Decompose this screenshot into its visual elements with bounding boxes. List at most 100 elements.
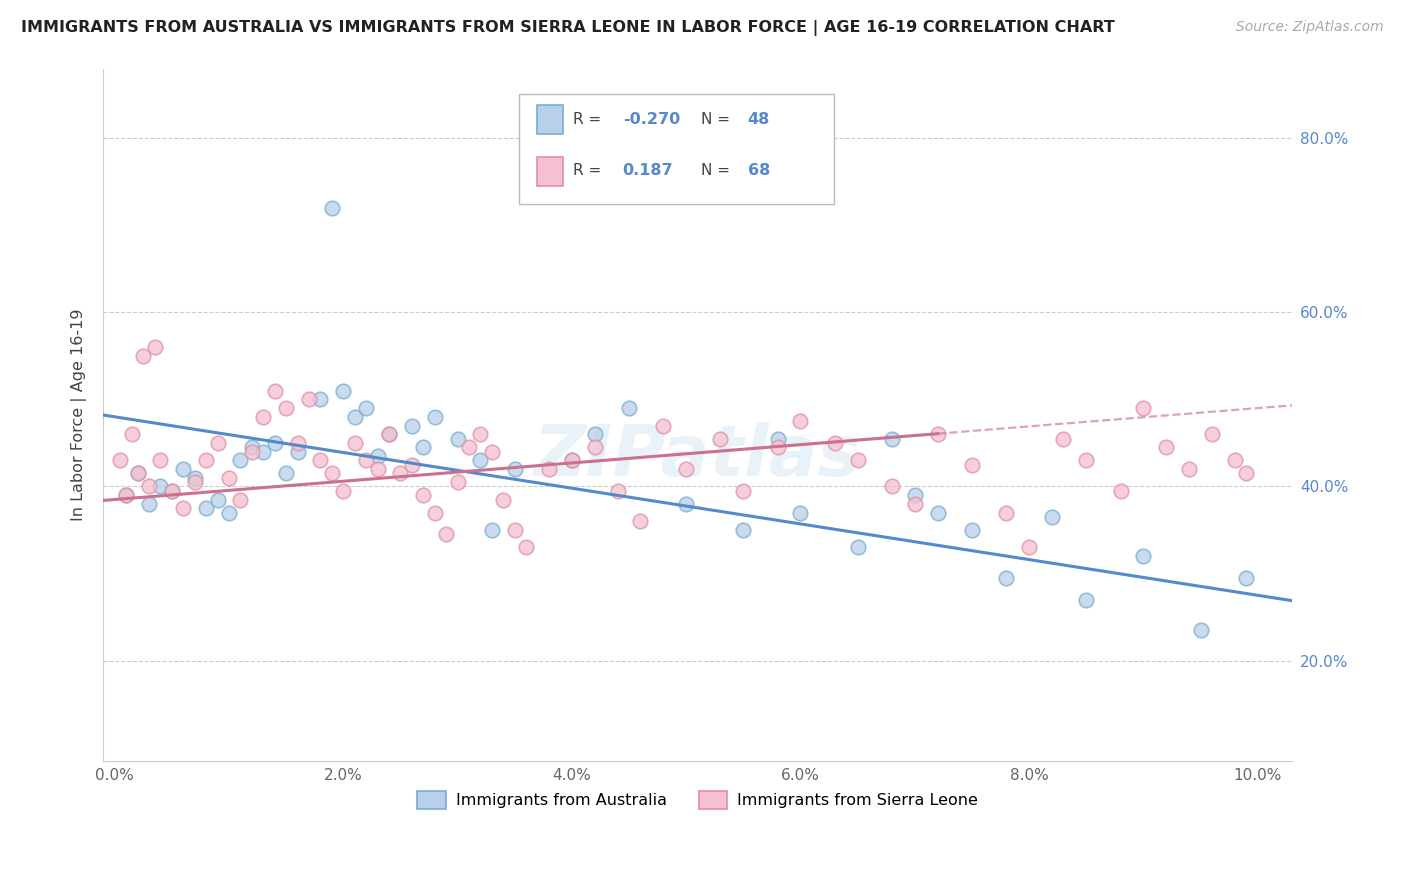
Point bbox=[229, 453, 252, 467]
Point bbox=[287, 436, 309, 450]
Point bbox=[675, 462, 697, 476]
Point bbox=[458, 440, 481, 454]
FancyBboxPatch shape bbox=[537, 157, 564, 186]
Point bbox=[1109, 483, 1132, 498]
Point bbox=[263, 436, 285, 450]
Point bbox=[733, 483, 755, 498]
Point bbox=[115, 488, 138, 502]
Point bbox=[824, 436, 846, 450]
Point bbox=[143, 340, 166, 354]
Point bbox=[960, 458, 983, 472]
Point bbox=[766, 432, 789, 446]
Point bbox=[240, 444, 263, 458]
Point bbox=[132, 349, 155, 363]
Point bbox=[172, 462, 194, 476]
Point bbox=[766, 440, 789, 454]
Point bbox=[1154, 440, 1177, 454]
Point bbox=[321, 201, 343, 215]
Point bbox=[561, 453, 583, 467]
Point bbox=[470, 453, 492, 467]
Point bbox=[412, 440, 434, 454]
Point bbox=[343, 436, 366, 450]
Point bbox=[274, 467, 297, 481]
Text: N =: N = bbox=[702, 163, 730, 178]
Point bbox=[434, 527, 457, 541]
Point bbox=[309, 453, 332, 467]
Point bbox=[378, 427, 401, 442]
Point bbox=[127, 467, 149, 481]
Point bbox=[709, 432, 731, 446]
Point bbox=[446, 475, 468, 489]
Point bbox=[733, 523, 755, 537]
Point bbox=[927, 506, 949, 520]
Point bbox=[515, 541, 537, 555]
Point bbox=[274, 401, 297, 416]
Point bbox=[172, 501, 194, 516]
Legend: Immigrants from Australia, Immigrants from Sierra Leone: Immigrants from Australia, Immigrants fr… bbox=[411, 785, 984, 815]
Point bbox=[160, 483, 183, 498]
Point bbox=[332, 384, 354, 398]
Point bbox=[110, 453, 132, 467]
Point bbox=[880, 432, 903, 446]
Point bbox=[995, 506, 1018, 520]
FancyBboxPatch shape bbox=[519, 95, 834, 203]
Point bbox=[367, 462, 389, 476]
Point bbox=[446, 432, 468, 446]
FancyBboxPatch shape bbox=[537, 105, 564, 135]
Point bbox=[218, 506, 240, 520]
Point bbox=[287, 444, 309, 458]
Point bbox=[1234, 467, 1257, 481]
Point bbox=[423, 506, 446, 520]
Point bbox=[149, 479, 172, 493]
Point bbox=[675, 497, 697, 511]
Point bbox=[880, 479, 903, 493]
Point bbox=[160, 483, 183, 498]
Point bbox=[1189, 623, 1212, 637]
Point bbox=[121, 427, 143, 442]
Point bbox=[537, 462, 560, 476]
Point bbox=[630, 514, 652, 528]
Text: Source: ZipAtlas.com: Source: ZipAtlas.com bbox=[1236, 20, 1384, 34]
Point bbox=[367, 449, 389, 463]
Point bbox=[354, 401, 377, 416]
Text: 48: 48 bbox=[748, 112, 769, 127]
Point bbox=[332, 483, 354, 498]
Text: ZIPatlas: ZIPatlas bbox=[534, 422, 862, 491]
Point bbox=[606, 483, 628, 498]
Point bbox=[503, 523, 526, 537]
Point bbox=[503, 462, 526, 476]
Point bbox=[309, 392, 332, 407]
Point bbox=[789, 414, 811, 428]
Point bbox=[138, 497, 160, 511]
Point bbox=[583, 427, 606, 442]
Point bbox=[1076, 453, 1098, 467]
Point bbox=[378, 427, 401, 442]
Point bbox=[183, 475, 205, 489]
Text: 68: 68 bbox=[748, 163, 769, 178]
Point bbox=[927, 427, 949, 442]
Point bbox=[492, 492, 515, 507]
Text: 0.187: 0.187 bbox=[623, 163, 673, 178]
Point bbox=[207, 492, 229, 507]
Point bbox=[240, 440, 263, 454]
Point bbox=[481, 523, 503, 537]
Y-axis label: In Labor Force | Age 16-19: In Labor Force | Age 16-19 bbox=[72, 309, 87, 521]
Point bbox=[652, 418, 675, 433]
Point bbox=[321, 467, 343, 481]
Point bbox=[401, 458, 423, 472]
Point bbox=[412, 488, 434, 502]
Point bbox=[423, 409, 446, 424]
Point bbox=[138, 479, 160, 493]
Point bbox=[1040, 510, 1063, 524]
Point bbox=[583, 440, 606, 454]
Point bbox=[1076, 592, 1098, 607]
Point bbox=[960, 523, 983, 537]
Point bbox=[1201, 427, 1223, 442]
Point bbox=[617, 401, 640, 416]
Point bbox=[561, 453, 583, 467]
Point bbox=[846, 453, 869, 467]
Point bbox=[1132, 549, 1154, 563]
Point bbox=[354, 453, 377, 467]
Point bbox=[789, 506, 811, 520]
Point bbox=[127, 467, 149, 481]
